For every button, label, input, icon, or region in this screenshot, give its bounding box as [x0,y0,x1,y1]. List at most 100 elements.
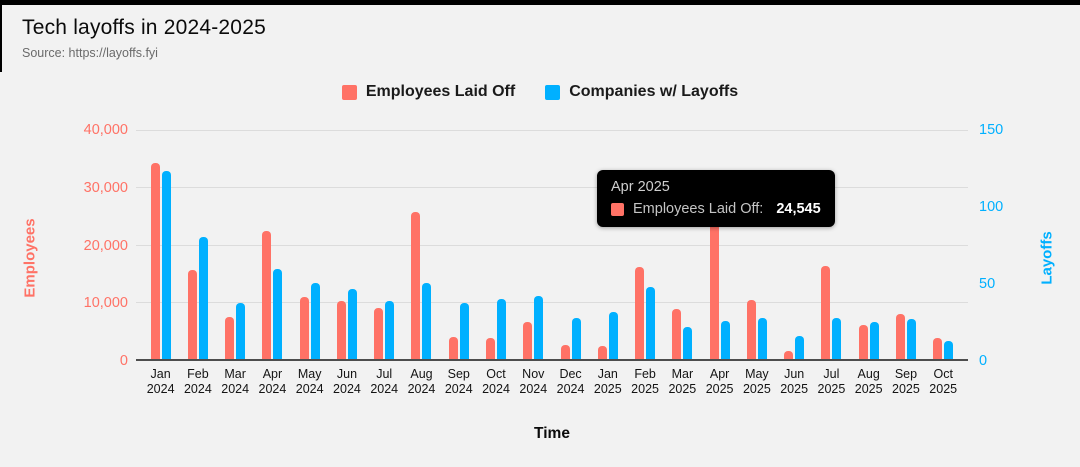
companies-bar-dec-2024[interactable] [571,317,581,359]
bar-group-nov-2024 [515,130,552,359]
gridline [136,130,968,131]
x-tick-label: Mar 2024 [217,367,254,397]
employees-bar-jun-2025[interactable] [784,351,794,359]
tooltip-value: 24,545 [776,201,821,217]
employees-bar-aug-2025[interactable] [858,325,868,359]
x-tick-month: Nov [522,367,545,381]
employees-bar-nov-2024[interactable] [523,322,533,359]
companies-bar-oct-2024[interactable] [497,299,507,359]
x-tick-label: May 2025 [738,367,775,397]
legend-label-companies: Companies w/ Layoffs [569,83,739,100]
x-tick-year: 2024 [183,382,212,396]
x-tick-label: Jul 2024 [366,367,403,397]
bar-group-apr-2024 [254,130,291,359]
employees-bar-jan-2024[interactable] [150,163,160,359]
companies-bar-jul-2025[interactable] [832,317,842,359]
x-tick-label: Jun 2025 [776,367,813,397]
x-tick-month: Sep [894,367,918,381]
x-tick-label: Dec 2024 [552,367,589,397]
x-tick-label: Jun 2024 [328,367,365,397]
source-link[interactable]: Source: https://layoffs.fyi [22,46,158,60]
employees-bar-jun-2024[interactable] [336,301,346,359]
employees-bar-aug-2024[interactable] [411,211,421,359]
x-tick-label: Jan 2024 [142,367,179,397]
x-tick-label: Aug 2024 [403,367,440,397]
companies-bar-nov-2024[interactable] [534,296,544,359]
employees-bar-apr-2025[interactable] [709,218,719,359]
x-tick-year: 2024 [444,382,473,396]
companies-bar-feb-2025[interactable] [646,287,656,359]
employees-bar-mar-2024[interactable] [225,317,235,359]
companies-bar-feb-2024[interactable] [198,236,208,359]
x-tick-label: Feb 2024 [179,367,216,397]
employees-bar-sep-2025[interactable] [895,314,905,359]
x-tick-label: May 2024 [291,367,328,397]
x-tick-year: 2025 [817,382,846,396]
employees-bar-may-2025[interactable] [746,300,756,359]
companies-bar-mar-2024[interactable] [236,302,246,359]
companies-bar-aug-2024[interactable] [422,282,432,359]
bar-group-apr-2025 [701,130,738,359]
bar-group-mar-2024 [217,130,254,359]
employees-bar-oct-2025[interactable] [933,338,943,359]
employees-bar-apr-2024[interactable] [262,231,272,359]
bar-group-jul-2025 [813,130,850,359]
employees-bar-feb-2024[interactable] [187,270,197,359]
employees-bar-feb-2025[interactable] [635,267,645,359]
tooltip-title: Apr 2025 [611,179,670,195]
x-tick-month: Dec [559,367,582,381]
employees-bar-sep-2024[interactable] [448,336,458,359]
companies-swatch-icon [545,84,561,100]
plot-area [136,130,968,361]
legend-label-employees: Employees Laid Off [365,83,516,100]
x-tick-month: Jun [336,367,358,381]
companies-bar-jul-2024[interactable] [385,301,395,359]
employees-bar-oct-2024[interactable] [486,337,496,359]
legend-item-employees[interactable]: Employees Laid Off [341,83,516,101]
bar-group-may-2025 [738,130,775,359]
companies-bar-apr-2024[interactable] [273,268,283,359]
x-tick-label: Apr 2025 [701,367,738,397]
x-tick-year: 2024 [407,382,436,396]
x-tick-year: 2025 [631,382,659,396]
x-tick-month: Sep [447,367,470,381]
x-tick-year: 2024 [295,382,324,396]
employees-bar-mar-2025[interactable] [672,309,682,359]
employees-bar-jan-2025[interactable] [597,346,607,359]
x-tick-year: 2024 [519,382,548,396]
x-tick-month: Jan [150,367,171,381]
bar-group-may-2024 [291,130,328,359]
employees-bar-may-2024[interactable] [299,297,309,359]
companies-bar-may-2024[interactable] [310,282,320,359]
companies-bar-jun-2025[interactable] [795,336,805,359]
chart-legend: Employees Laid Off Companies w/ Layoffs [0,83,1080,101]
companies-bar-aug-2025[interactable] [869,322,879,359]
employees-bar-dec-2024[interactable] [560,344,570,359]
x-tick-month: Oct [486,367,506,381]
bar-group-jun-2025 [776,130,813,359]
companies-bar-sep-2025[interactable] [906,319,916,359]
x-tick-label: Jul 2025 [813,367,850,397]
employees-bar-jul-2024[interactable] [374,308,384,359]
companies-bar-jun-2024[interactable] [347,288,357,359]
companies-bar-oct-2025[interactable] [944,340,954,359]
employees-bar-jul-2025[interactable] [821,266,831,359]
left-tick-label: 40,000 [83,122,128,138]
bar-group-jun-2024 [328,130,365,359]
companies-bar-jan-2024[interactable] [161,171,171,359]
bar-group-aug-2024 [403,130,440,359]
companies-bar-mar-2025[interactable] [683,326,693,359]
legend-item-companies[interactable]: Companies w/ Layoffs [545,83,738,101]
x-tick-year: 2024 [146,382,175,396]
x-axis-title: Time [534,425,570,442]
bar-group-aug-2025 [850,130,887,359]
right-axis-title: Layoffs [1038,231,1056,285]
companies-bar-apr-2025[interactable] [720,320,730,359]
companies-bar-jan-2025[interactable] [608,311,618,359]
companies-bar-sep-2024[interactable] [459,302,469,359]
right-axis-ticks: 150 100 50 0 [979,122,1069,369]
left-tick-label: 30,000 [83,179,128,196]
left-tick-label: 10,000 [83,295,128,312]
x-tick-month: Jul [376,367,393,381]
companies-bar-may-2025[interactable] [757,317,767,359]
